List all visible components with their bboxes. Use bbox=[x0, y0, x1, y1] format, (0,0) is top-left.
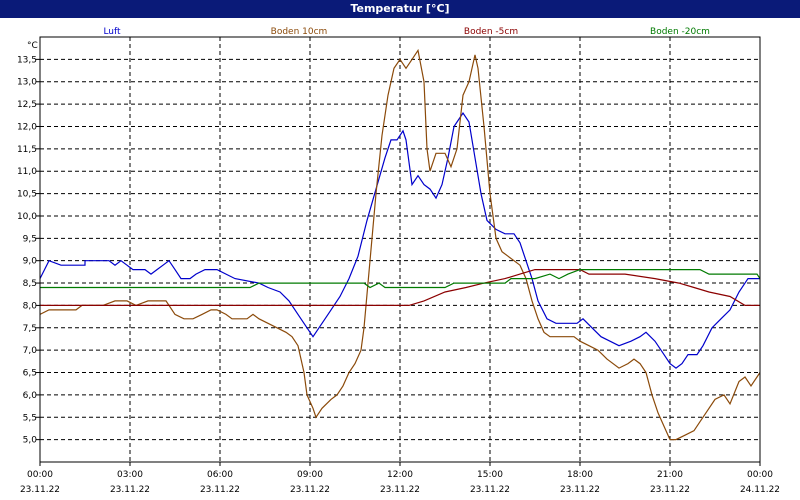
y-tick-label: 5,0 bbox=[23, 436, 38, 446]
y-tick-label: 6,0 bbox=[23, 391, 38, 401]
y-tick-label: 7,0 bbox=[23, 346, 38, 356]
y-tick-label: 10,5 bbox=[17, 190, 37, 200]
legend-item: Boden 10cm bbox=[271, 27, 328, 37]
y-tick-label: 13,0 bbox=[17, 78, 37, 88]
y-axis-unit-label: °C bbox=[27, 41, 38, 51]
x-tick-time-label: 00:00 bbox=[747, 470, 773, 480]
y-tick-label: 11,0 bbox=[17, 167, 37, 177]
y-tick-label: 11,5 bbox=[17, 145, 37, 155]
legend-item: Boden -20cm bbox=[650, 27, 710, 37]
x-tick-date-label: 23.11.22 bbox=[650, 485, 690, 495]
y-tick-label: 8,0 bbox=[23, 301, 38, 311]
x-tick-date-label: 23.11.22 bbox=[560, 485, 600, 495]
x-tick-time-label: 21:00 bbox=[657, 470, 683, 480]
x-axis-ticks: 00:00 23.11.22 03:00 23.11.22 06:00 23.11.22 0… bbox=[20, 462, 780, 495]
legend: Luft Boden 10cm Boden -5cm Boden -20cm bbox=[103, 27, 710, 37]
legend-item: Luft bbox=[103, 27, 121, 37]
y-tick-label: 8,5 bbox=[23, 279, 37, 289]
y-tick-label: 12,0 bbox=[17, 122, 37, 132]
series-line-boden--20cm bbox=[40, 269, 761, 289]
grid-lines bbox=[40, 37, 760, 462]
y-tick-label: 13,5 bbox=[17, 55, 37, 65]
y-tick-label: 10,0 bbox=[17, 212, 37, 222]
y-axis-ticks: 5,0 5,5 6,0 6,5 7,0 7,5 8,0 8,5 9,0 9,5 10,0 10,5 11… bbox=[17, 55, 40, 446]
y-tick-label: 12,5 bbox=[17, 100, 37, 110]
x-tick-time-label: 06:00 bbox=[207, 470, 233, 480]
x-tick-time-label: 15:00 bbox=[477, 470, 503, 480]
x-tick-date-label: 23.11.22 bbox=[200, 485, 240, 495]
y-tick-label: 9,5 bbox=[23, 234, 37, 244]
x-tick-time-label: 00:00 bbox=[27, 470, 53, 480]
y-tick-label: 9,0 bbox=[23, 257, 38, 267]
series-line-luft bbox=[39, 112, 760, 369]
x-tick-date-label: 23.11.22 bbox=[470, 485, 510, 495]
y-tick-label: 5,5 bbox=[23, 413, 37, 423]
x-tick-date-label: 24.11.22 bbox=[740, 485, 780, 495]
x-tick-date-label: 23.11.22 bbox=[20, 485, 60, 495]
x-tick-time-label: 12:00 bbox=[387, 470, 413, 480]
x-tick-date-label: 23.11.22 bbox=[110, 485, 150, 495]
y-tick-label: 7,5 bbox=[23, 324, 37, 334]
x-tick-time-label: 09:00 bbox=[297, 470, 323, 480]
series-lines bbox=[39, 48, 761, 441]
chart-title: Temperatur [°C] bbox=[0, 0, 800, 18]
series-line-boden--5cm bbox=[40, 269, 760, 306]
x-tick-time-label: 03:00 bbox=[117, 470, 143, 480]
x-tick-date-label: 23.11.22 bbox=[380, 485, 420, 495]
legend-item: Boden -5cm bbox=[464, 27, 518, 37]
y-tick-label: 6,5 bbox=[23, 369, 37, 379]
series-line-boden-10cm bbox=[39, 48, 761, 441]
x-tick-time-label: 18:00 bbox=[567, 470, 593, 480]
x-tick-date-label: 23.11.22 bbox=[290, 485, 330, 495]
